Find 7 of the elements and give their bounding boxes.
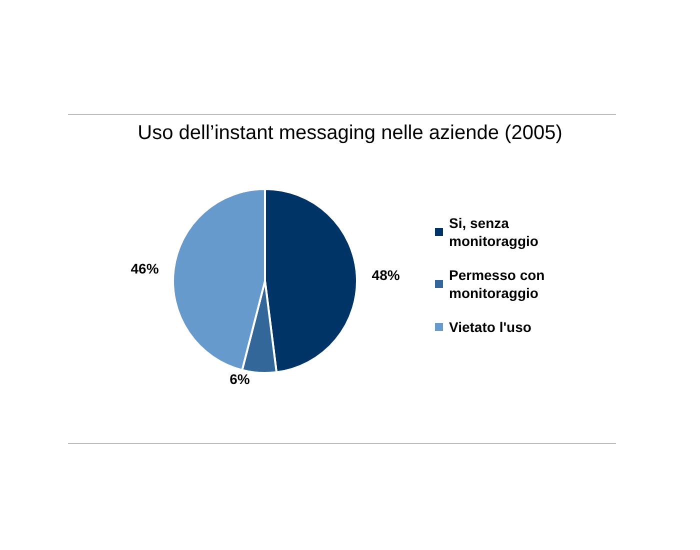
legend-label: Vietato l'uso [449, 319, 532, 335]
legend-label: Permesso con monitoraggio [449, 267, 549, 301]
legend-label: Si, senza monitoraggio [449, 215, 538, 249]
chart-title: Uso dell’instant messaging nelle aziende (2005) [138, 122, 562, 144]
data-label: 48% [372, 266, 400, 283]
data-label: 6% [230, 370, 250, 387]
data-label: 46% [130, 260, 160, 277]
